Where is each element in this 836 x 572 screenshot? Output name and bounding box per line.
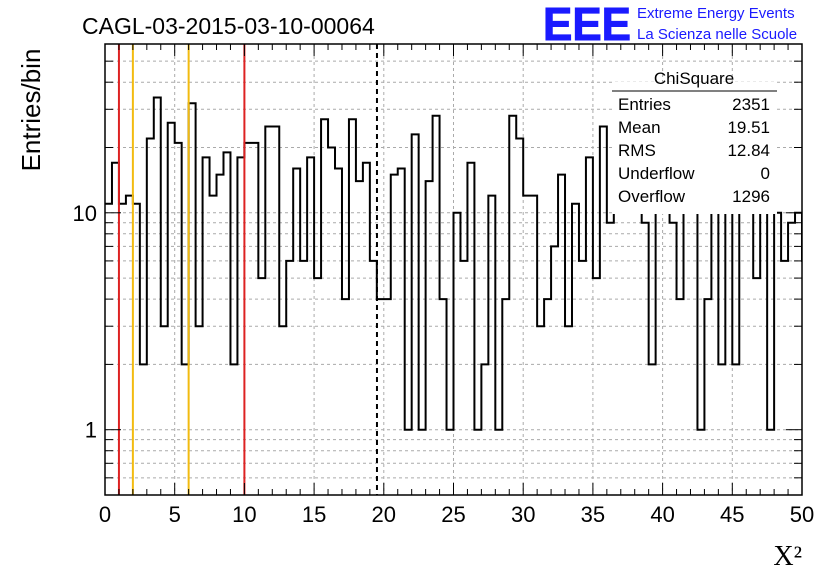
x-tick-label: 30: [511, 502, 535, 527]
stats-box-background: [612, 82, 777, 214]
x-tick-label: 35: [581, 502, 605, 527]
y-axis-label: Entries/bin: [16, 49, 46, 172]
logo-line2: La Scienza nelle Scuole: [637, 26, 797, 43]
x-tick-label: 45: [720, 502, 744, 527]
marker-lines: [117, 44, 378, 495]
x-tick-label: 25: [441, 502, 465, 527]
stats-value-entries: 2351: [732, 95, 770, 114]
stats-label-underflow: Underflow: [618, 164, 695, 183]
stats-label-entries: Entries: [618, 95, 671, 114]
eee-logo: EEE Extreme Energy Events La Scienza nel…: [543, 0, 798, 51]
stats-value-overflow: 1296: [732, 187, 770, 206]
y-tick-label: 10: [73, 201, 97, 226]
x-tick-label: 10: [232, 502, 256, 527]
x-tick-label: 0: [99, 502, 111, 527]
logo-line1: Extreme Energy Events: [637, 5, 795, 22]
histogram: [105, 96, 802, 431]
stats-value-rms: 12.84: [727, 141, 770, 160]
stats-value-mean: 19.51: [727, 118, 770, 137]
logo-mark: EEE: [543, 0, 631, 50]
x-axis-label: X²: [773, 541, 802, 572]
y-tick-labels: 1 10: [73, 201, 97, 443]
stats-value-underflow: 0: [761, 164, 770, 183]
x-tick-label: 20: [372, 502, 396, 527]
x-tick-label: 40: [650, 502, 674, 527]
x-tick-label: 50: [790, 502, 814, 527]
stats-box: ChiSquare Entries 2351 Mean 19.51 RMS 12…: [612, 69, 777, 214]
stats-title: ChiSquare: [654, 69, 734, 88]
y-tick-label: 1: [85, 418, 97, 443]
x-tick-label: 15: [302, 502, 326, 527]
stats-label-overflow: Overflow: [618, 187, 686, 206]
chart-title: CAGL-03-2015-03-10-00064: [82, 13, 375, 39]
stats-rows: Entries 2351 Mean 19.51 RMS 12.84 Underf…: [618, 95, 770, 206]
stats-label-mean: Mean: [618, 118, 661, 137]
x-tick-labels: 0 5 10 15 20 25 30 35 40 45 50: [99, 502, 814, 527]
x-tick-label: 5: [169, 502, 181, 527]
stats-label-rms: RMS: [618, 141, 656, 160]
axis-ticks: [104, 44, 803, 495]
